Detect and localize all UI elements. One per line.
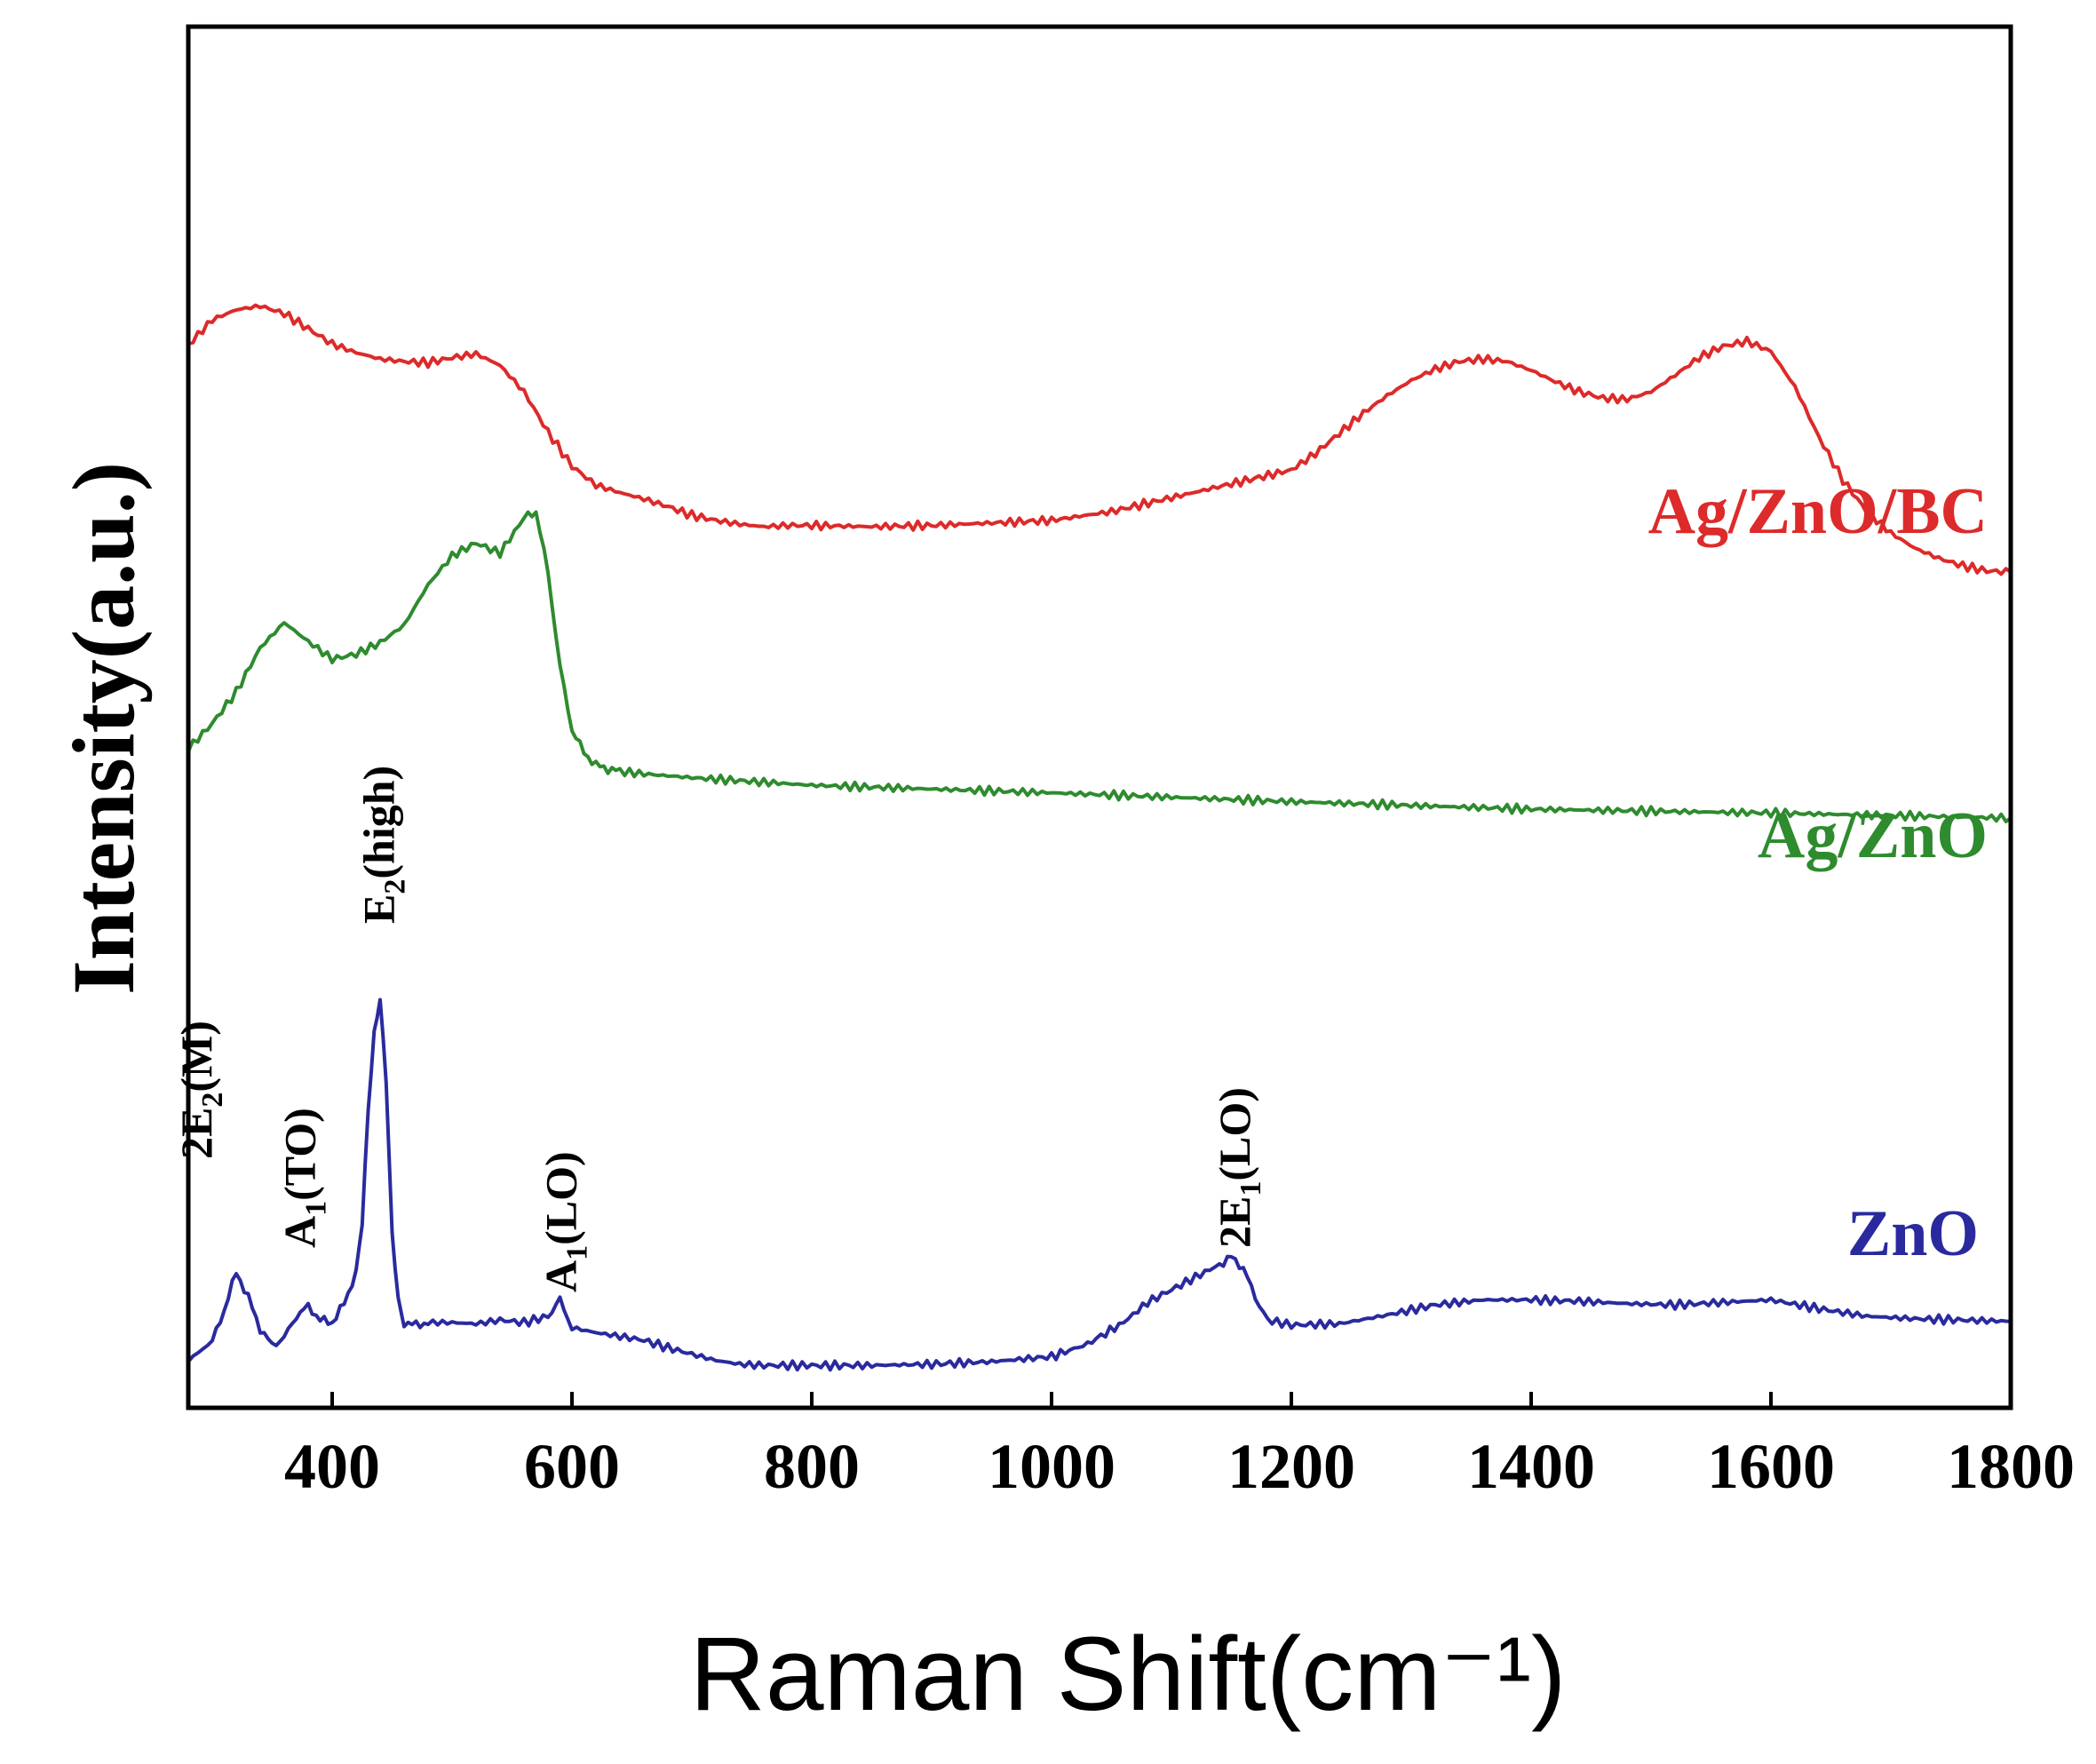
peak-label-subscript: 2 <box>378 879 411 894</box>
x-tick-label: 600 <box>524 1431 620 1502</box>
x-tick-label: 800 <box>764 1431 860 1502</box>
peak-label-subscript: 1 <box>299 1201 332 1216</box>
x-tick-label: 1400 <box>1467 1431 1595 1502</box>
peak-label-main: A <box>274 1216 324 1248</box>
series-layer <box>187 303 2013 1372</box>
peak-label-main: 2E <box>1210 1196 1259 1248</box>
peak-label-subscript: 1 <box>1235 1181 1267 1196</box>
x-axis-title: Raman Shift(cm⁻¹) <box>690 1616 1567 1733</box>
ticks-layer: 400 600 800 1000 1200 1400 1600 1800 <box>284 1392 2075 1502</box>
peak-label-subscript: 1 <box>561 1245 594 1260</box>
x-tick-label: 1200 <box>1227 1431 1355 1502</box>
peak-label-mode: (M) <box>171 1021 221 1093</box>
series-line-ag-zno-bc <box>187 303 2013 576</box>
peak-label-main: E <box>353 894 403 924</box>
x-tick-label: 400 <box>284 1431 380 1502</box>
plot-frame <box>186 24 2013 1410</box>
x-tick-label: 1600 <box>1707 1431 1835 1502</box>
peak-label: E2(high) <box>353 766 411 924</box>
peak-label-main: 2E <box>171 1108 221 1159</box>
series-label-zno: ZnO <box>1847 1197 1979 1270</box>
peak-label-main: A <box>536 1260 586 1292</box>
series-labels: Ag/ZnO/BC Ag/ZnO ZnO <box>1648 475 1988 1270</box>
peak-label: A1(TO) <box>274 1108 332 1248</box>
peak-label: 2E1(LO) <box>1210 1087 1267 1248</box>
series-label-ag-zno-bc: Ag/ZnO/BC <box>1648 475 1988 548</box>
series-label-ag-zno: Ag/ZnO <box>1758 799 1988 872</box>
x-tick-label: 1800 <box>1947 1431 2075 1502</box>
peak-label-mode: (TO) <box>274 1108 324 1201</box>
peak-label-mode: (LO) <box>536 1151 586 1245</box>
y-axis-title: Intensity(a.u.) <box>54 462 153 995</box>
peak-label-mode: (high) <box>353 766 403 879</box>
peak-label: 2E2(M) <box>171 1021 229 1159</box>
series-line-ag-zno <box>187 510 2013 823</box>
series-line-zno <box>187 997 2012 1372</box>
x-tick-label: 1000 <box>988 1431 1115 1502</box>
peak-label-subscript: 2 <box>196 1093 229 1108</box>
peak-label: A1(LO) <box>536 1151 594 1292</box>
peak-label-mode: (LO) <box>1210 1087 1259 1181</box>
peak-labels: 2E2(M)A1(TO)E2(high)A1(LO) 2E1(LO) <box>171 766 1267 1292</box>
